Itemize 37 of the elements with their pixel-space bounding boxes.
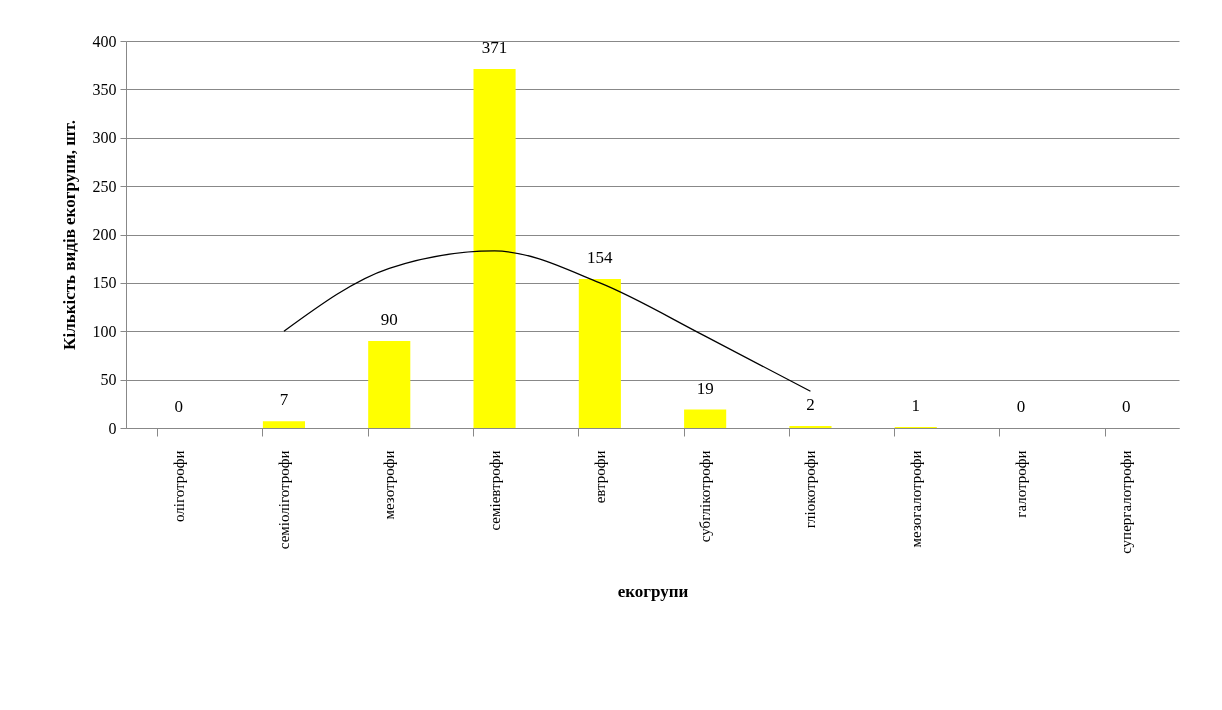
bar <box>262 421 306 428</box>
y-tick-label: 100 <box>92 322 117 340</box>
y-tick-label: 50 <box>100 371 117 389</box>
data-label: 0 <box>1016 397 1026 416</box>
x-tick-label: гліокотрофи <box>802 450 819 529</box>
x-tick-label: семіевтрофи <box>486 450 503 531</box>
y-tick-label: 200 <box>92 226 117 243</box>
bar <box>473 69 516 428</box>
data-label: 371 <box>481 38 508 58</box>
data-label: 1 <box>911 396 920 416</box>
x-tick-label: супергалотрофи <box>1118 450 1135 554</box>
y-tick-label: 150 <box>92 274 117 292</box>
x-axis-title: екогрупи <box>617 581 689 601</box>
data-label: 7 <box>279 390 289 410</box>
bar <box>578 279 621 428</box>
data-label: 154 <box>587 248 614 268</box>
y-axis-title: Кількість видів екогрупи, шт. <box>59 120 79 350</box>
x-tick-label: галотрофи <box>1013 450 1030 518</box>
x-tick-label: семіоліготрофи <box>275 450 292 550</box>
bar <box>368 340 411 428</box>
y-tick-label: 0 <box>108 419 117 437</box>
x-tick-label: субглікотрофи <box>697 450 714 543</box>
bar <box>684 409 727 428</box>
data-label: 0 <box>174 397 183 416</box>
y-tick-label: 250 <box>92 177 117 195</box>
data-label: 2 <box>806 395 815 415</box>
x-tick-label: мезотрофи <box>381 450 398 520</box>
y-tick-label: 350 <box>92 80 117 98</box>
line-series <box>283 250 812 392</box>
x-tick-label: мезогалотрофи <box>907 450 924 548</box>
y-tick-label: 400 <box>92 32 117 50</box>
x-tick-label: евтрофи <box>591 450 608 504</box>
data-label: 19 <box>696 378 714 398</box>
data-label: 0 <box>1122 397 1131 416</box>
data-label: 90 <box>380 309 398 329</box>
x-tick-label: оліготрофи <box>170 450 187 523</box>
y-tick-label: 300 <box>92 129 117 147</box>
